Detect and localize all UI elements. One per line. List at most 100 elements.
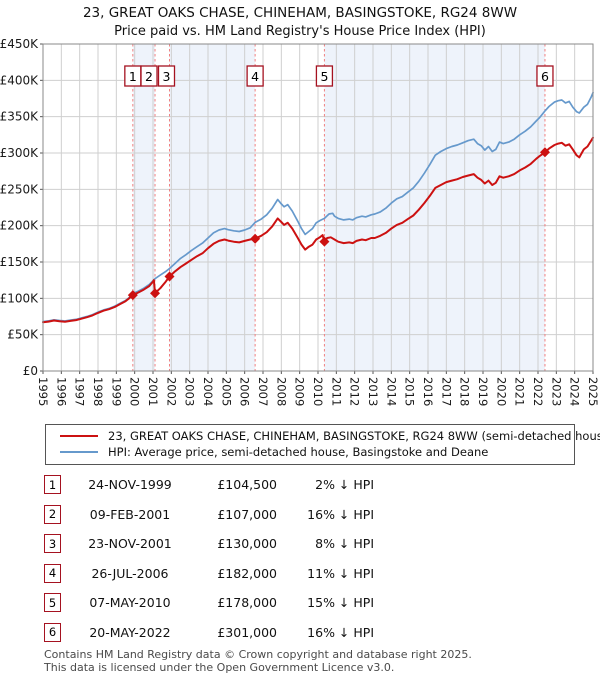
footer-line-1: Contains HM Land Registry data © Crown c…	[44, 648, 472, 661]
ownership-band	[169, 44, 256, 371]
table-row: 3 23-NOV-2001 £130,000 8% ↓ HPI	[44, 529, 600, 559]
x-axis-tick-label: 2017	[439, 377, 453, 406]
y-axis-tick-label: £50K	[7, 328, 39, 342]
sale-point-diamond	[164, 271, 175, 282]
sale-marker-box-4	[246, 65, 264, 87]
x-axis-tick-label: 2007	[256, 377, 270, 406]
y-axis-tick-label: £400K	[0, 73, 39, 87]
y-axis-tick-label: £150K	[0, 255, 39, 269]
page-title: 23, GREAT OAKS CHASE, CHINEHAM, BASINGST…	[82, 5, 518, 21]
x-axis-tick-label: 2024	[568, 377, 582, 406]
x-axis-tick-label: 2000	[128, 377, 142, 406]
sale-price: £178,000	[217, 595, 277, 611]
sale-marker-number-6: 6	[541, 69, 549, 84]
sale-marker-number-1: 1	[129, 69, 137, 84]
row-number-badge: 5	[44, 593, 61, 613]
y-axis-tick-label: £0	[23, 364, 38, 378]
x-axis-tick-label: 2019	[476, 377, 490, 406]
row-number-badge: 1	[44, 475, 61, 495]
sale-vs-hpi: 16% ↓ HPI	[307, 506, 374, 522]
sale-price: £107,000	[217, 506, 277, 522]
sale-marker-box-5	[315, 65, 334, 87]
x-axis-tick-label: 1996	[54, 377, 68, 406]
x-axis-tick-label: 2002	[164, 377, 178, 406]
sale-marker-number-3: 3	[163, 69, 171, 84]
sale-price: £104,500	[217, 477, 277, 493]
x-axis-tick-label: 2022	[531, 377, 545, 406]
x-axis-tick-label: 1999	[109, 377, 123, 406]
plot-border	[42, 43, 594, 372]
property-line-swatch	[60, 435, 98, 437]
x-axis-tick-label: 2001	[146, 377, 160, 406]
sale-marker-box-2	[140, 65, 158, 87]
x-axis-tick-label: 2005	[219, 377, 233, 406]
sale-date: 26-JUL-2006	[91, 565, 169, 581]
x-axis-tick-label: 2018	[458, 377, 472, 406]
x-axis-tick-label: 2012	[348, 377, 362, 406]
row-number-badge: 6	[44, 622, 61, 642]
legend-row-hpi: HPI: Average price, semi-detached house,…	[46, 444, 574, 460]
sale-marker-number-4: 4	[251, 69, 259, 84]
table-row: 1 24-NOV-1999 £104,500 2% ↓ HPI	[44, 470, 600, 500]
sale-point-diamond	[539, 147, 550, 158]
x-axis-tick-label: 2016	[421, 377, 435, 406]
sale-date: 09-FEB-2001	[89, 506, 171, 522]
sale-vs-hpi: 2% ↓ HPI	[315, 477, 374, 493]
x-axis-tick-label: 2011	[329, 377, 343, 406]
x-axis-tick-label: 2013	[366, 377, 380, 406]
y-axis-tick-label: £300K	[0, 146, 39, 160]
sale-date: 24-NOV-1999	[88, 477, 172, 493]
hpi-line	[42, 91, 594, 323]
x-axis-tick-label: 2003	[183, 377, 197, 406]
sale-marker-number-2: 2	[145, 69, 153, 84]
row-number-badge: 3	[44, 534, 61, 554]
table-row: 5 07-MAY-2010 £178,000 15% ↓ HPI	[44, 588, 600, 618]
price-history-chart: 1 2 3 4 5 6 £0 £50K £100K £150K £200K £250K £300K £35…	[0, 37, 600, 406]
y-axis-tick-label: £350K	[0, 110, 39, 124]
x-axis-tick-label: 2020	[494, 377, 508, 406]
x-axis-tick-label: 2025	[586, 377, 600, 406]
row-number-badge: 2	[44, 504, 61, 524]
x-axis-tick-label: 2004	[201, 377, 215, 406]
legend-row-property: 23, GREAT OAKS CHASE, CHINEHAM, BASINGST…	[46, 428, 600, 444]
legend-property-label: 23, GREAT OAKS CHASE, CHINEHAM, BASINGST…	[108, 429, 600, 443]
y-axis-tick-label: £200K	[0, 219, 39, 233]
x-axis-tick-label: 1995	[36, 377, 50, 406]
y-axis-tick-label: £100K	[0, 291, 39, 305]
sale-point-diamond	[319, 236, 330, 247]
x-axis-tick-label: 2006	[238, 377, 252, 406]
footer-line-2: This data is licensed under the Open Gov…	[44, 660, 395, 674]
hpi-line-swatch	[60, 451, 98, 453]
sale-marker-box-3	[157, 65, 176, 87]
license-footer: Contains HM Land Registry data © Crown c…	[44, 648, 472, 674]
x-axis-tick-label: 2021	[513, 377, 527, 406]
x-axis-tick-label: 1998	[91, 377, 105, 406]
row-number-badge: 4	[44, 563, 61, 583]
sale-marker-number-5: 5	[320, 69, 328, 84]
sale-price: £130,000	[217, 536, 277, 552]
sale-vs-hpi: 8% ↓ HPI	[315, 536, 374, 552]
sale-date: 20-MAY-2022	[89, 624, 171, 640]
transactions-table: 1 24-NOV-1999 £104,500 2% ↓ HPI 2 09-FEB…	[0, 470, 600, 647]
sale-point-diamond	[127, 290, 138, 301]
sale-vs-hpi: 15% ↓ HPI	[307, 595, 374, 611]
ownership-band	[324, 44, 545, 371]
y-axis-tick-label: £250K	[0, 182, 39, 196]
x-axis-tick-label: 1997	[73, 377, 87, 406]
ownership-band	[132, 44, 156, 371]
x-axis-tick-label: 2015	[403, 377, 417, 406]
x-axis-tick-label: 2009	[293, 377, 307, 406]
table-row: 6 20-MAY-2022 £301,000 16% ↓ HPI	[44, 618, 600, 648]
x-axis-tick-label: 2008	[274, 377, 288, 406]
sale-vs-hpi: 16% ↓ HPI	[307, 624, 374, 640]
sale-point-diamond	[150, 288, 161, 299]
sale-price: £182,000	[217, 565, 277, 581]
sale-date: 23-NOV-2001	[88, 536, 172, 552]
chart-legend: 23, GREAT OAKS CHASE, CHINEHAM, BASINGST…	[45, 424, 600, 465]
sale-point-diamond	[250, 233, 261, 244]
x-axis-tick-label: 2023	[549, 377, 563, 406]
table-row: 4 26-JUL-2006 £182,000 11% ↓ HPI	[44, 559, 600, 589]
y-axis-tick-label: £450K	[0, 37, 39, 51]
x-axis-tick-label: 2014	[384, 377, 398, 406]
